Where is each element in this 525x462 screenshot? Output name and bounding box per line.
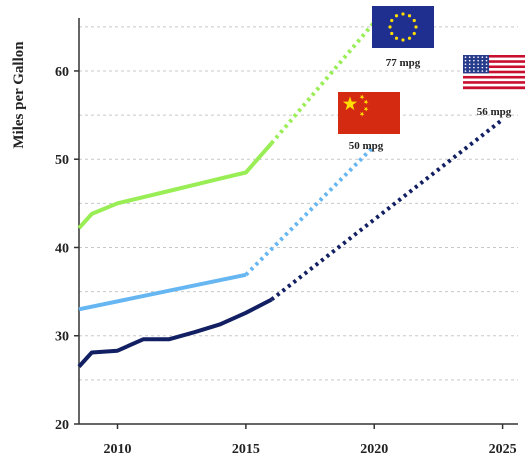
usa-flag-stripe bbox=[463, 86, 525, 90]
usa-flag-stripe bbox=[463, 73, 525, 77]
eu-star-icon bbox=[390, 31, 394, 36]
usa-flag-stripe bbox=[463, 68, 525, 71]
usa-star-icon bbox=[481, 70, 484, 72]
x-tick-label: 2020 bbox=[360, 442, 388, 457]
usa-star-icon bbox=[473, 59, 475, 62]
usa-star-icon bbox=[464, 70, 467, 72]
usa-star-icon bbox=[473, 70, 475, 72]
usa-target-label: 56 mpg bbox=[477, 106, 512, 118]
usa-star-icon bbox=[468, 56, 471, 58]
usa-star-icon bbox=[464, 56, 467, 58]
usa-star-icon bbox=[477, 56, 479, 58]
eu-star-icon bbox=[412, 18, 416, 23]
y-tick-label: 40 bbox=[55, 241, 69, 256]
usa-star-icon bbox=[485, 66, 488, 69]
eu-target-label: 77 mpg bbox=[386, 57, 421, 69]
usa-star-icon bbox=[481, 63, 484, 65]
china-flag bbox=[338, 92, 400, 134]
y-tick-label: 20 bbox=[55, 418, 69, 433]
china-small-star-icon bbox=[359, 94, 365, 100]
usa-star-icon bbox=[473, 66, 475, 69]
usa-star-icon bbox=[477, 63, 479, 65]
usa-flag-stripe bbox=[463, 65, 525, 69]
china-target-label: 50 mpg bbox=[349, 140, 384, 152]
eu-star-icon bbox=[401, 12, 405, 16]
tick-labels: 20 30 40 50 60 2010 2015 2020 2025 bbox=[55, 65, 517, 457]
usa-star-icon bbox=[485, 59, 488, 62]
y-tick-label: 60 bbox=[55, 65, 69, 80]
usa-star-icon bbox=[473, 63, 475, 65]
usa-flag-canton bbox=[463, 55, 490, 74]
usa-star-icon bbox=[485, 70, 488, 72]
usa-flag-stripe bbox=[463, 75, 525, 79]
usa-flag-stripe bbox=[463, 78, 525, 82]
eu-star-icon bbox=[388, 25, 392, 29]
usa-flag-stripe bbox=[463, 83, 525, 87]
usa-star-icon bbox=[464, 63, 467, 65]
flags: 77 mpg 50 mpg 56 mpg bbox=[338, 6, 525, 152]
usa-historical-line bbox=[77, 297, 273, 368]
usa-flag-stripe bbox=[463, 70, 525, 74]
china-projected-line bbox=[244, 144, 376, 277]
usa-star-icon bbox=[464, 59, 467, 62]
y-tick-label: 50 bbox=[55, 153, 69, 168]
y-axis-label: Miles per Gallon bbox=[11, 41, 27, 149]
usa-flag bbox=[463, 55, 525, 90]
eu-flag bbox=[372, 6, 434, 48]
eu-star-icon bbox=[401, 38, 405, 42]
eu-star-icon bbox=[407, 36, 412, 40]
x-tick-label: 2015 bbox=[232, 442, 260, 457]
usa-star-icon bbox=[477, 66, 479, 69]
y-tick-label: 30 bbox=[55, 330, 69, 345]
gridlines bbox=[79, 26, 518, 381]
axes bbox=[74, 18, 518, 429]
usa-flag-stripe bbox=[463, 81, 525, 84]
usa-star-icon bbox=[468, 59, 471, 62]
usa-star-icon bbox=[473, 56, 475, 58]
eu-star-icon bbox=[412, 31, 416, 36]
x-tick-label: 2010 bbox=[104, 442, 132, 457]
eu-star-icon bbox=[390, 18, 394, 23]
usa-flag-stripe bbox=[463, 57, 525, 61]
usa-flag-stripe bbox=[463, 60, 525, 64]
china-historical-line bbox=[78, 272, 247, 312]
usa-star-icon bbox=[468, 63, 471, 65]
eu-star-icon bbox=[414, 25, 418, 29]
eu-star-icon bbox=[394, 36, 399, 40]
usa-projected-line bbox=[270, 117, 504, 302]
usa-star-icon bbox=[485, 63, 488, 65]
china-big-star-icon bbox=[342, 96, 358, 111]
usa-star-icon bbox=[468, 66, 471, 69]
china-small-star-icon bbox=[363, 106, 369, 112]
usa-flag-stripe bbox=[463, 62, 525, 66]
eu-star-icon bbox=[407, 14, 412, 18]
eu-projected-line bbox=[269, 21, 376, 145]
usa-star-icon bbox=[481, 56, 484, 58]
eu-flag-field bbox=[372, 6, 434, 48]
series-lines bbox=[77, 21, 504, 368]
eu-historical-line bbox=[77, 141, 274, 230]
usa-star-icon bbox=[481, 66, 484, 69]
usa-star-icon bbox=[477, 59, 479, 62]
x-tick-label: 2025 bbox=[489, 442, 517, 457]
usa-star-icon bbox=[468, 70, 471, 72]
china-small-star-icon bbox=[363, 99, 369, 105]
usa-star-icon bbox=[485, 56, 488, 58]
usa-star-icon bbox=[464, 66, 467, 69]
china-small-star-icon bbox=[359, 111, 365, 117]
eu-star-icon bbox=[394, 14, 399, 18]
usa-star-icon bbox=[481, 59, 484, 62]
china-flag-field bbox=[338, 92, 400, 134]
usa-flag-stripe bbox=[463, 55, 525, 58]
usa-star-icon bbox=[477, 70, 479, 72]
